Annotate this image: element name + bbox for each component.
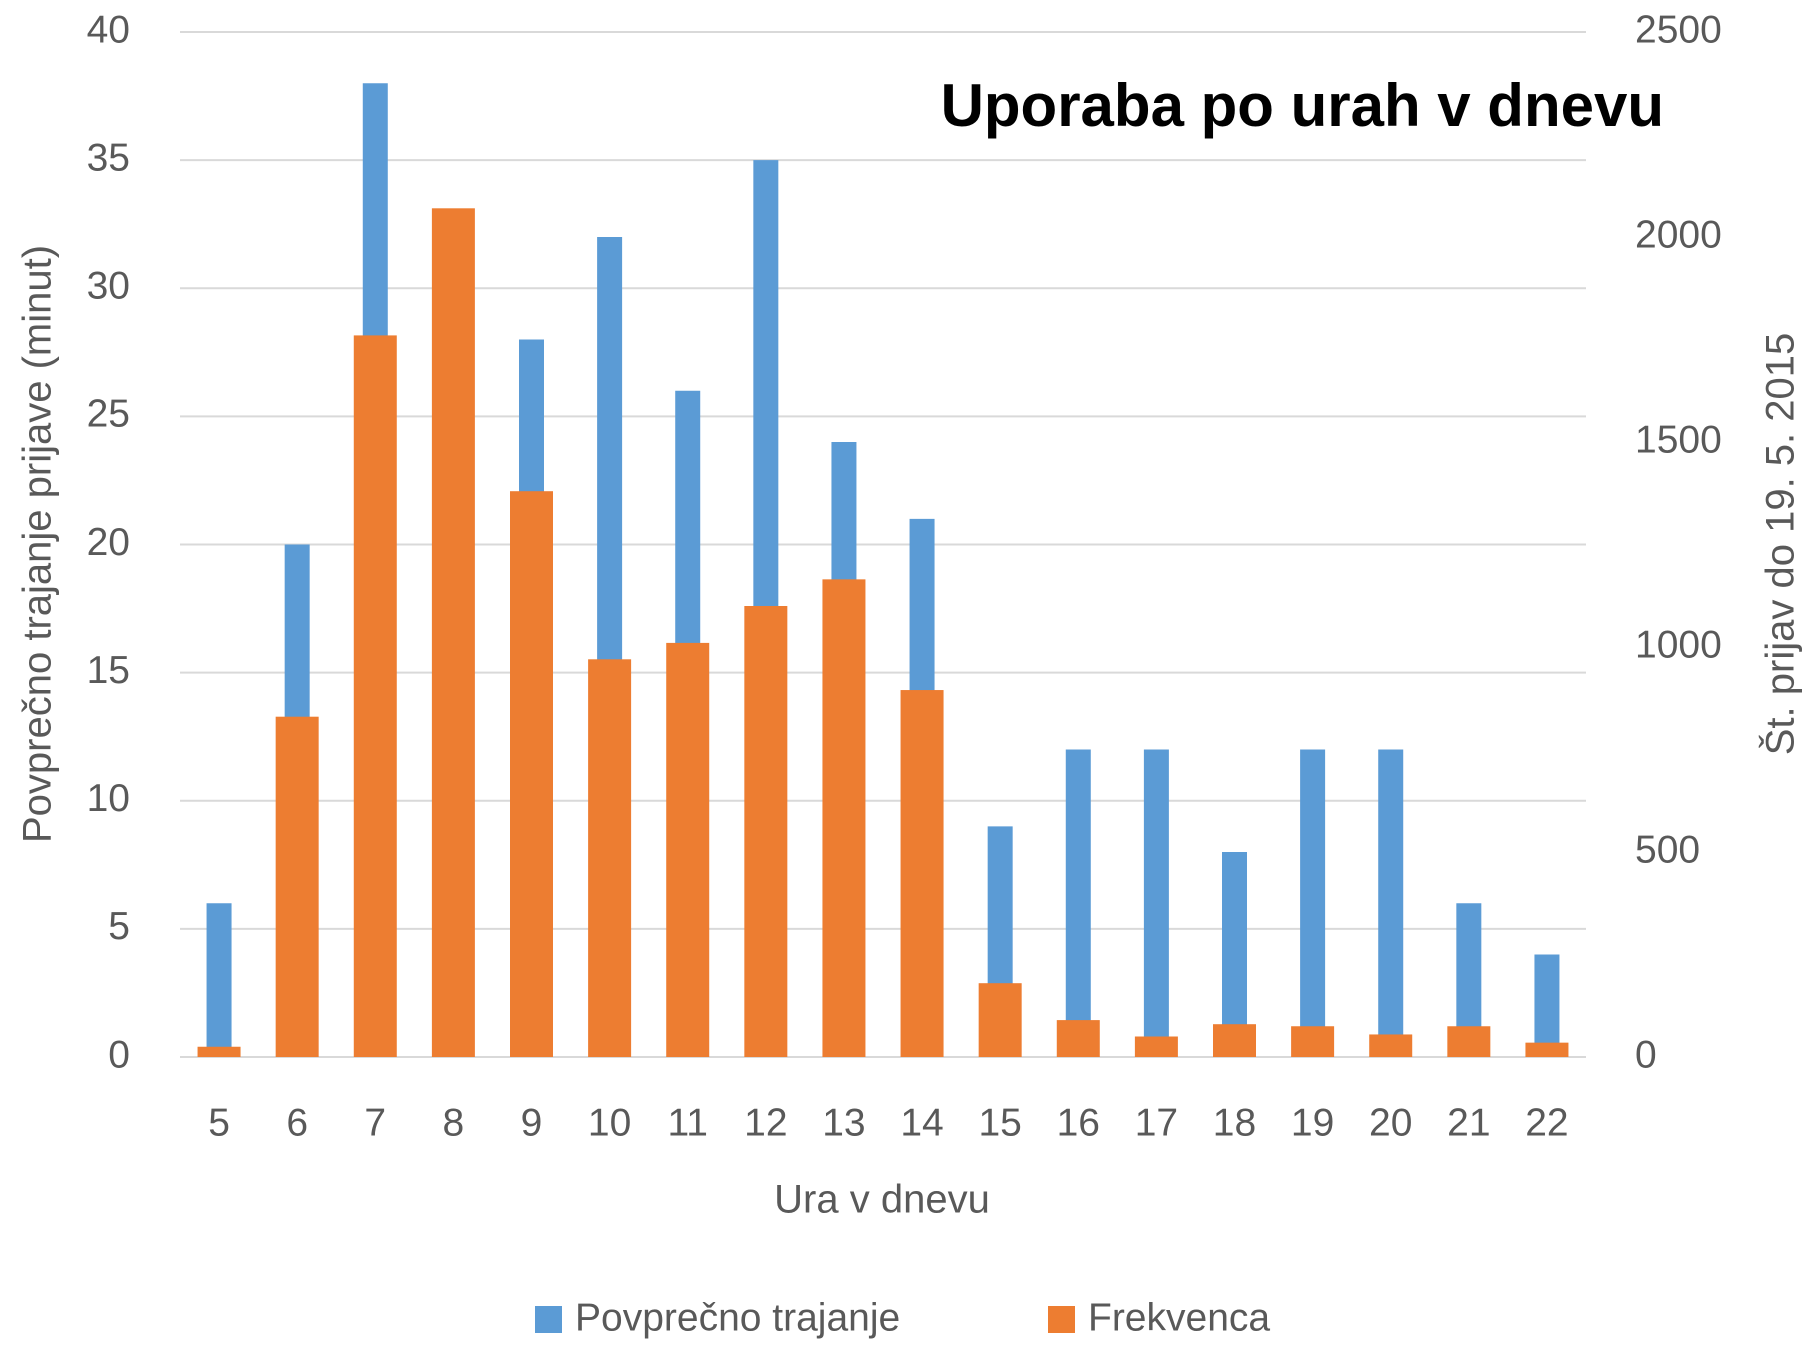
x-tick-label: 6: [286, 1101, 308, 1144]
bar: [1213, 1024, 1256, 1057]
bar: [510, 491, 553, 1057]
y-tick-label: 10: [87, 777, 130, 820]
y-tick-label: 35: [87, 136, 130, 179]
bar: [666, 642, 710, 1057]
legend-swatch: [535, 1306, 562, 1333]
y2-tick-label: 2500: [1635, 8, 1722, 51]
bar: [978, 983, 1022, 1057]
bar: [1065, 749, 1091, 1057]
x-tick-label: 15: [978, 1101, 1021, 1144]
bar: [822, 579, 866, 1057]
x-tick-label: 21: [1447, 1101, 1490, 1144]
y-tick-label: 25: [87, 393, 130, 436]
y2-tick-label: 2000: [1635, 213, 1722, 256]
bar: [588, 659, 632, 1057]
legend-label: Frekvenca: [1088, 1296, 1270, 1339]
bar: [1222, 852, 1247, 1057]
bar: [197, 1046, 241, 1057]
y-tick-label: 20: [87, 521, 130, 564]
x-tick-label: 8: [443, 1101, 465, 1144]
bar: [1525, 1042, 1569, 1057]
chart-title: Uporaba po urah v dnevu: [941, 72, 1664, 139]
y-tick-label: 30: [87, 265, 130, 308]
bar: [431, 208, 475, 1058]
x-tick-label: 7: [364, 1101, 386, 1144]
legend-swatch: [1048, 1306, 1075, 1333]
bar: [900, 690, 944, 1057]
x-tick-label: 17: [1135, 1101, 1178, 1144]
y2-tick-label: 1000: [1635, 623, 1722, 666]
y2-tick-label: 500: [1635, 828, 1700, 871]
x-tick-label: 19: [1291, 1101, 1334, 1144]
bar: [1134, 1036, 1178, 1057]
bar: [1300, 749, 1326, 1057]
y-tick-label: 15: [87, 649, 130, 692]
x-tick-label: 5: [208, 1101, 230, 1144]
bar: [1369, 1034, 1413, 1057]
bar: [1447, 1026, 1491, 1057]
x-tick-label: 10: [588, 1101, 631, 1144]
y-tick-label: 0: [108, 1033, 130, 1076]
y-tick-label: 5: [108, 905, 130, 948]
y-axis-title: Povprečno trajanje prijave (minut): [16, 245, 60, 843]
bar: [744, 606, 788, 1057]
y2-tick-label: 1500: [1635, 418, 1722, 461]
bar: [1056, 1020, 1100, 1057]
bar: [353, 335, 397, 1057]
x-tick-label: 12: [744, 1101, 787, 1144]
y-tick-label: 40: [87, 8, 130, 51]
x-tick-label: 16: [1057, 1101, 1100, 1144]
bar: [1291, 1026, 1335, 1057]
y2-tick-label: 0: [1635, 1033, 1657, 1076]
legend-label: Povprečno trajanje: [575, 1296, 900, 1339]
bar: [1534, 954, 1560, 1057]
bar: [206, 903, 232, 1057]
x-tick-label: 20: [1369, 1101, 1412, 1144]
bar: [1143, 749, 1169, 1057]
x-tick-label: 18: [1213, 1101, 1256, 1144]
bar: [275, 716, 319, 1057]
bar: [1378, 749, 1404, 1057]
x-tick-label: 13: [822, 1101, 865, 1144]
x-tick-label: 9: [521, 1101, 543, 1144]
x-tick-label: 22: [1525, 1101, 1568, 1144]
x-axis-title: Ura v dnevu: [774, 1178, 990, 1222]
y2-axis-title: Št. prijav do 19. 5. 2015: [1758, 333, 1803, 756]
x-tick-label: 14: [900, 1101, 943, 1144]
x-tick-label: 11: [667, 1101, 708, 1144]
